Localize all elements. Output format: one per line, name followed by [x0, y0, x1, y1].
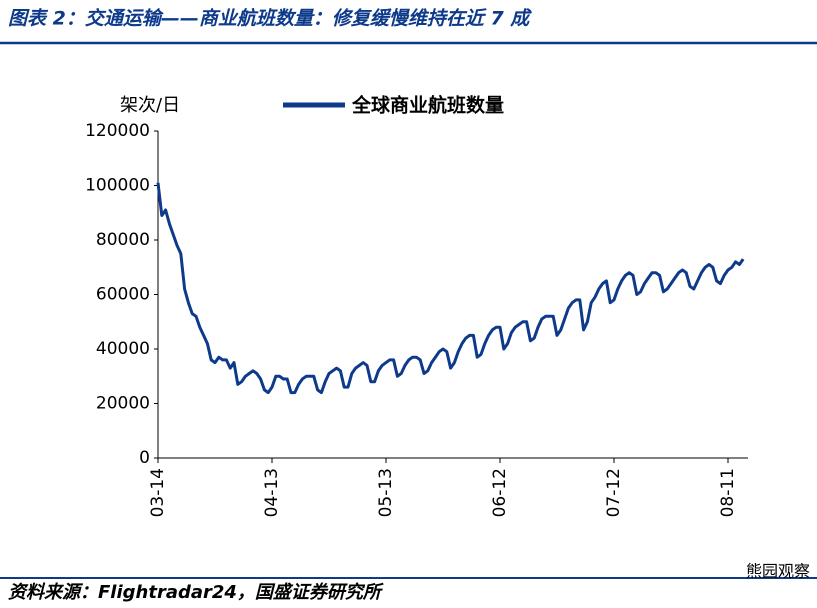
x-tick-label: 05-13 [376, 468, 396, 517]
x-tick-label: 08-11 [718, 468, 738, 517]
x-tick-label: 03-14 [148, 468, 168, 517]
chart-title: 图表 2：交通运输——商业航班数量：修复缓慢维持在近 7 成 [8, 8, 532, 30]
y-tick-label: 100000 [85, 176, 150, 196]
y-tick-label: 80000 [96, 230, 150, 250]
x-tick-label: 07-12 [604, 468, 624, 517]
y-tick-label: 20000 [96, 394, 150, 414]
y-tick-label: 40000 [96, 339, 150, 359]
x-tick-label: 04-13 [262, 468, 282, 517]
legend-label: 全球商业航班数量 [351, 94, 504, 117]
y-tick-label: 120000 [85, 121, 150, 141]
x-tick-label: 06-12 [490, 468, 510, 517]
series-line [156, 182, 745, 395]
y-axis-label: 架次/日 [120, 95, 180, 116]
y-tick-label: 0 [139, 448, 150, 468]
y-tick-label: 60000 [96, 285, 150, 305]
watermark: 熊园观察 [746, 562, 810, 581]
source: 资料来源：Flightradar24，国盛证券研究所 [8, 582, 384, 603]
